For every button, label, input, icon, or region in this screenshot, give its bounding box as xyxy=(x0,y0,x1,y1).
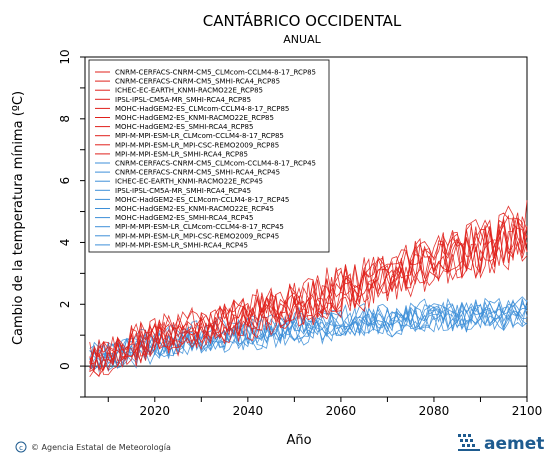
x-tick-label: 2100 xyxy=(512,404,543,418)
legend: CNRM-CERFACS-CNRM-CM5_CLMcom-CCLM4-8-17_… xyxy=(88,59,330,253)
legend-entry: MOHC-HadGEM2-ES_SMHI-RCA4_RCP45 xyxy=(115,214,253,222)
legend-entry: MPI-M-MPI-ESM-LR_CLMcom-CCLM4-8-17_RCP45 xyxy=(115,223,284,231)
legend-entry: MOHC-HadGEM2-ES_SMHI-RCA4_RCP85 xyxy=(115,123,253,131)
chart-subtitle: ANUAL xyxy=(283,33,321,46)
y-tick-label: 2 xyxy=(58,300,72,308)
series-line xyxy=(89,214,528,378)
aemet-logo: aemet xyxy=(458,434,544,454)
legend-items: CNRM-CERFACS-CNRM-CM5_CLMcom-CCLM4-8-17_… xyxy=(95,69,316,249)
series-line xyxy=(89,212,528,363)
legend-entry: MPI-M-MPI-ESM-LR_SMHI-RCA4_RCP85 xyxy=(115,150,248,158)
series-line xyxy=(89,302,528,372)
y-tick-label: 6 xyxy=(58,177,72,185)
legend-entry: ICHEC-EC-EARTH_KNMI-RACMO22E_RCP85 xyxy=(115,87,263,95)
legend-entry: MPI-M-MPI-ESM-LR_SMHI-RCA4_RCP45 xyxy=(115,241,248,249)
legend-entry: MPI-M-MPI-ESM-LR_CLMcom-CCLM4-8-17_RCP85 xyxy=(115,132,284,140)
legend-entry: MOHC-HadGEM2-ES_CLMcom-CCLM4-8-17_RCP85 xyxy=(115,105,289,113)
series-layer xyxy=(89,200,528,378)
series-line xyxy=(89,223,528,377)
x-tick-label: 2060 xyxy=(326,404,357,418)
copyright-icon-glyph: c xyxy=(19,444,23,452)
aemet-logo-icon xyxy=(458,434,480,451)
legend-entry: CNRM-CERFACS-CNRM-CM5_CLMcom-CCLM4-8-17_… xyxy=(115,160,316,168)
legend-entry: IPSL-IPSL-CM5A-MR_SMHI-RCA4_RCP45 xyxy=(115,187,251,195)
legend-entry: MOHC-HadGEM2-ES_CLMcom-CCLM4-8-17_RCP45 xyxy=(115,196,289,204)
legend-entry: ICHEC-EC-EARTH_KNMI-RACMO22E_RCP45 xyxy=(115,178,263,186)
credit-text: © Agencia Estatal de Meteorología xyxy=(31,443,171,452)
y-tick-label: 8 xyxy=(58,115,72,123)
legend-entry: CNRM-CERFACS-CNRM-CM5_SMHI-RCA4_RCP85 xyxy=(115,78,280,86)
series-line xyxy=(89,216,528,372)
legend-entry: CNRM-CERFACS-CNRM-CM5_SMHI-RCA4_RCP45 xyxy=(115,169,280,177)
chart-title: CANTÁBRICO OCCIDENTAL xyxy=(203,11,402,30)
x-tick-label: 2080 xyxy=(419,404,450,418)
legend-entry: MPI-M-MPI-ESM-LR_MPI-CSC-REMO2009_RCP85 xyxy=(115,141,279,149)
legend-entry: IPSL-IPSL-CM5A-MR_SMHI-RCA4_RCP85 xyxy=(115,96,251,104)
aemet-brand-text: aemet xyxy=(484,434,544,454)
legend-entry: CNRM-CERFACS-CNRM-CM5_CLMcom-CCLM4-8-17_… xyxy=(115,69,316,77)
y-tick-label: 10 xyxy=(58,49,72,64)
series-line xyxy=(89,306,528,371)
x-axis-label: Año xyxy=(286,433,311,448)
copyright-icon xyxy=(15,441,27,453)
y-axis-label: Cambio de la temperatura mínima (ºC) xyxy=(11,91,26,345)
x-axis-ticks: 2020 2040 2060 2080 2100 xyxy=(107,397,543,418)
legend-entry: MPI-M-MPI-ESM-LR_MPI-CSC-REMO2009_RCP45 xyxy=(115,232,279,240)
series-line xyxy=(89,200,528,370)
series-line xyxy=(89,220,528,376)
y-axis-ticks: 0 2 4 6 8 10 xyxy=(58,49,85,398)
y-tick-label: 0 xyxy=(58,362,72,370)
legend-entry: MOHC-HadGEM2-ES_KNMI-RACMO22E_RCP45 xyxy=(115,205,274,213)
x-tick-label: 2040 xyxy=(233,404,264,418)
y-tick-label: 4 xyxy=(58,239,72,247)
legend-entry: MOHC-HadGEM2-ES_KNMI-RACMO22E_RCP85 xyxy=(115,114,274,122)
footer-credit: c © Agencia Estatal de Meteorología xyxy=(15,441,171,453)
legend-box xyxy=(88,59,330,253)
x-tick-label: 2020 xyxy=(140,404,171,418)
